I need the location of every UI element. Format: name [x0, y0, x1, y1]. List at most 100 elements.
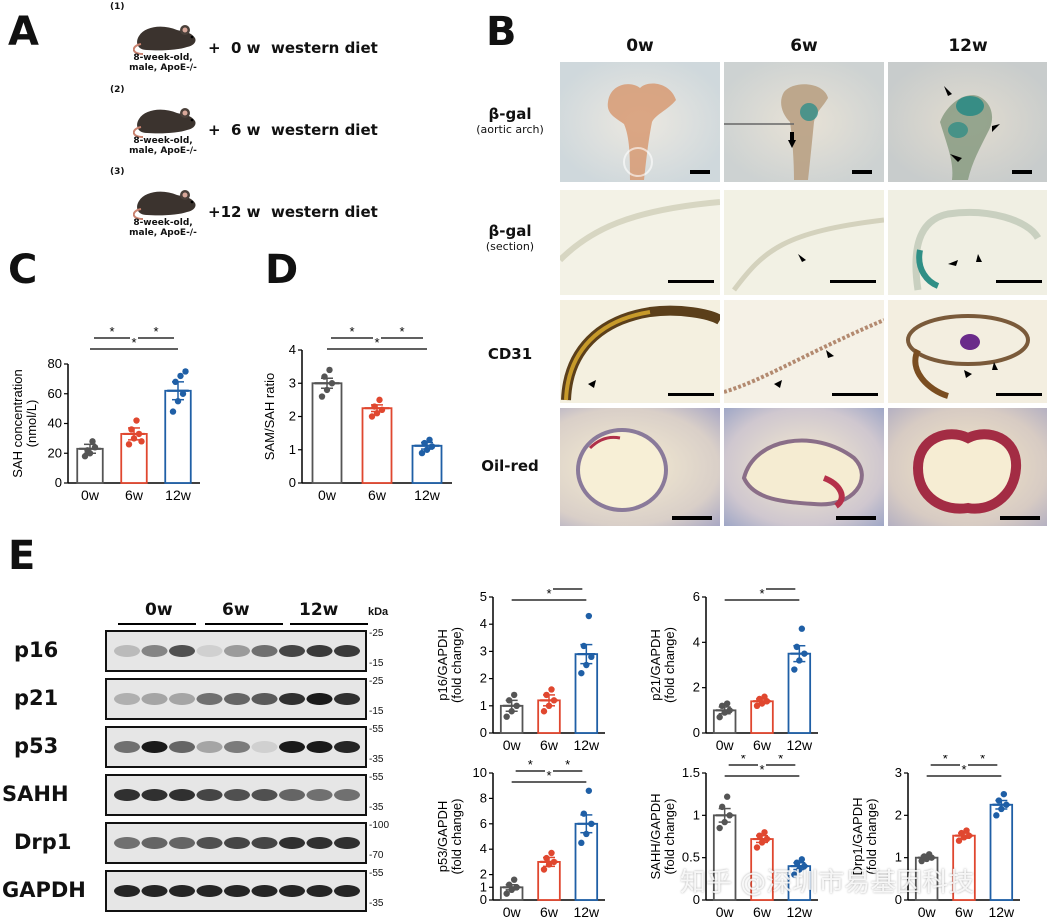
wb-protein-label: GAPDH — [2, 878, 86, 902]
wb-strip — [105, 678, 367, 720]
wb-band — [306, 645, 333, 657]
micrograph-bgal-section-6w — [724, 190, 884, 295]
wb-band — [196, 693, 223, 705]
y-tick-label: 6 — [693, 589, 700, 604]
wb-band — [114, 645, 140, 657]
kda-label: kDa — [368, 606, 389, 618]
data-point — [540, 708, 548, 715]
data-point — [318, 393, 326, 400]
p53-gapdh-chart: 012 4 6 8 10 p53/GAPDH (fold change) 0w 6w 12w * * * — [435, 757, 605, 920]
data-point — [1000, 790, 1008, 798]
wb-strip — [105, 726, 367, 768]
y-tick-label: 0.5 — [682, 850, 700, 865]
data-point — [550, 697, 558, 704]
wb-band — [279, 885, 305, 897]
micrograph-oilred-6w — [724, 408, 884, 526]
significance-star: * — [374, 335, 379, 350]
data-point — [177, 372, 184, 380]
data-point — [716, 713, 723, 721]
y-tick-label: 1 — [480, 698, 487, 713]
data-point — [798, 625, 806, 632]
data-point — [545, 702, 553, 709]
micrograph-oilred-0w — [560, 408, 720, 526]
y-tick-label: 4 — [289, 342, 296, 357]
x-tick-label: 6w — [368, 487, 387, 503]
wb-band — [141, 789, 168, 801]
data-point — [179, 390, 187, 397]
mouse-icon — [133, 108, 196, 138]
y-axis-label: Drp1/GAPDH — [850, 797, 865, 875]
wb-band — [251, 693, 278, 705]
bar — [989, 803, 1014, 901]
y-tick-label: 0 — [693, 892, 700, 907]
y-axis-label: (fold change) — [662, 627, 677, 703]
x-tick-label: 0w — [503, 904, 522, 920]
data-point — [89, 438, 96, 445]
wb-band — [196, 645, 223, 657]
data-point — [321, 373, 328, 380]
wb-band — [334, 693, 360, 705]
data-point — [323, 386, 331, 394]
y-tick-label: 2 — [480, 671, 487, 686]
wb-band — [279, 741, 305, 753]
significance-star: * — [399, 324, 404, 339]
significance-star: * — [943, 755, 948, 766]
data-point — [373, 409, 381, 417]
significance-star: * — [565, 585, 570, 590]
data-point — [723, 700, 731, 707]
wb-band — [114, 885, 140, 897]
wb-band — [169, 789, 195, 801]
wb-protein-label: SAHH — [2, 782, 69, 806]
significance-star: * — [546, 586, 551, 601]
panel-label-e: E — [8, 533, 36, 579]
y-tick-label: 10 — [473, 765, 487, 780]
data-point — [583, 830, 590, 838]
data-point — [796, 657, 803, 664]
wb-band — [196, 741, 223, 753]
wb-band — [141, 693, 168, 705]
x-tick-label: 12w — [786, 737, 813, 753]
y-tick-label: 2 — [480, 867, 487, 882]
y-tick-label: 2 — [289, 409, 296, 424]
data-point — [753, 844, 761, 851]
wb-band — [224, 837, 250, 849]
diet-label: + 0 w western diet — [208, 39, 378, 57]
wb-band — [251, 837, 278, 849]
mw-marker: -25 — [369, 628, 384, 639]
y-tick-label: 6 — [480, 816, 487, 831]
data-point — [548, 686, 555, 693]
wb-band — [169, 741, 195, 753]
diet-label: + 6 w western diet — [208, 121, 378, 139]
wb-group-bar-12w — [290, 623, 368, 625]
data-point — [758, 839, 766, 846]
data-point — [716, 824, 723, 832]
data-point — [791, 666, 798, 673]
data-point — [1003, 801, 1010, 808]
data-point — [726, 812, 733, 819]
significance-star: * — [565, 757, 570, 772]
x-tick-label: 0w — [81, 487, 100, 503]
diet-label: +12 w western diet — [208, 203, 378, 221]
wb-band — [224, 741, 250, 753]
data-point — [91, 444, 99, 451]
data-point — [543, 854, 550, 862]
data-point — [550, 858, 558, 866]
significance-star: * — [349, 324, 354, 339]
data-point — [508, 886, 515, 894]
data-point — [721, 818, 728, 826]
row-label-text: β-gal — [488, 222, 532, 240]
mw-marker: -55 — [369, 724, 384, 735]
wb-strip — [105, 870, 367, 912]
data-point — [798, 856, 806, 863]
row-label-bgal-section: β-gal (section) — [460, 222, 560, 253]
wb-header-12w: 12w — [299, 600, 339, 620]
data-point — [133, 417, 140, 424]
x-tick-label: 6w — [125, 487, 144, 503]
data-point — [585, 787, 593, 794]
wb-band — [196, 885, 223, 897]
wb-band — [196, 789, 223, 801]
wb-band — [141, 837, 168, 849]
wb-band — [279, 693, 305, 705]
mw-marker: -35 — [369, 802, 384, 813]
wb-header-6w: 6w — [222, 600, 250, 620]
